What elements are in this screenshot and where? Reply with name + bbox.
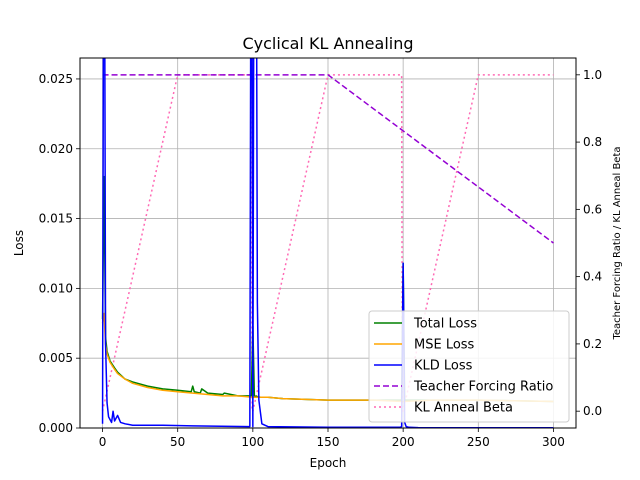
legend-label: MSE Loss [414, 338, 475, 353]
y2-axis-label: Teacher Forcing Ratio / KL Anneal Beta [612, 146, 623, 340]
y2-tick-label: 0.8 [583, 135, 602, 149]
series-line-teacher-forcing-ratio [102, 74, 554, 244]
legend: Total Loss MSE Loss KLD Loss Teacher Forcin… [368, 310, 570, 423]
legend-label: Total Loss [413, 317, 477, 332]
y2-tick-label: 1.0 [583, 68, 602, 82]
y2-tick-label: 0.2 [583, 337, 602, 351]
chart-title: Cyclical KL Annealing [242, 34, 413, 53]
legend-box [368, 310, 570, 423]
legend-label: KLD Loss [414, 359, 473, 374]
y2-tick-label: 0.6 [583, 202, 602, 216]
y-axis-left: 0.000 0.005 0.010 0.015 0.020 0.025 [39, 72, 80, 435]
y-tick-label: 0.025 [39, 72, 73, 86]
x-tick-label: 100 [241, 435, 264, 449]
x-axis-label: Epoch [310, 456, 347, 470]
y-tick-label: 0.010 [39, 281, 73, 295]
y2-tick-label: 0.0 [583, 404, 602, 418]
y-axis-label: Loss [12, 230, 26, 256]
y-axis-right: 0.0 0.2 0.4 0.6 0.8 1.0 [576, 68, 602, 418]
y2-tick-label: 0.4 [583, 270, 602, 284]
legend-label: KL Anneal Beta [414, 401, 513, 416]
y-tick-label: 0.020 [39, 142, 73, 156]
y-tick-label: 0.000 [39, 421, 73, 435]
x-tick-label: 200 [392, 435, 415, 449]
x-tick-label: 0 [99, 435, 107, 449]
x-tick-label: 300 [542, 435, 565, 449]
x-tick-label: 150 [317, 435, 340, 449]
x-axis: 0 50 100 150 200 250 300 [99, 428, 565, 449]
x-tick-label: 250 [467, 435, 490, 449]
legend-label: Teacher Forcing Ratio [413, 380, 553, 395]
x-tick-label: 50 [170, 435, 185, 449]
y-tick-label: 0.015 [39, 212, 73, 226]
y-tick-label: 0.005 [39, 351, 73, 365]
